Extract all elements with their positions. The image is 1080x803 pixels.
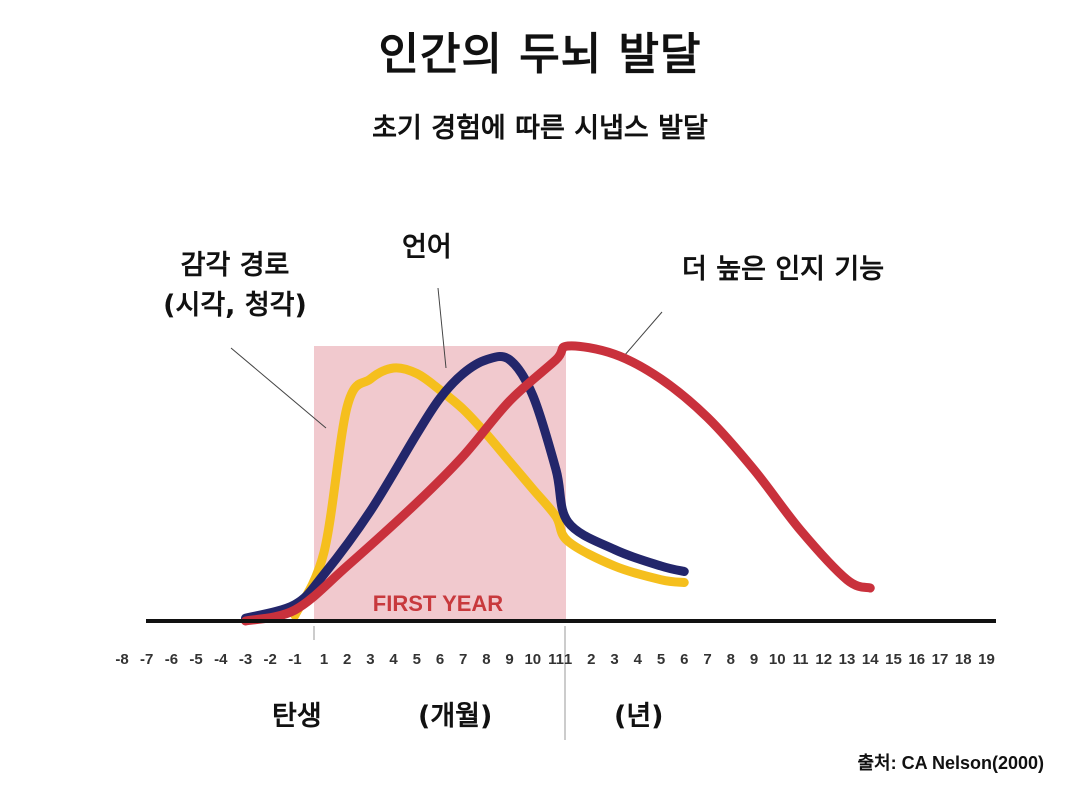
years-unit-label: (년) [614,701,664,732]
x-tick-label: -3 [239,651,252,668]
source-credit: 출처: CA Nelson(2000) [857,753,1045,773]
x-tick-label: 8 [727,651,735,668]
x-tick-label: -2 [264,651,277,668]
sensory-leader-line [230,347,327,429]
x-tick-label: 17 [932,651,949,668]
series-layer [241,341,875,626]
x-tick-label: 11 [793,651,809,668]
x-tick-label: 3 [610,651,618,668]
x-tick-label: 6 [680,651,688,668]
sensory-pathway-line [290,363,689,620]
x-tick-label: 1 [320,651,328,668]
sensory-pathway-label-line1: 감각 경로 [180,250,290,281]
language-label: 언어 [402,232,452,263]
months-unit-label: (개월) [418,701,493,732]
sensory-pathway-label-line2: (시각, 청각) [163,290,307,321]
x-tick-label: 10 [769,651,786,668]
x-tick-label: 11 [548,651,564,668]
cognitive-leader-line [623,311,663,357]
annotation-leader-lines [230,287,663,429]
x-tick-label: 19 [978,651,995,668]
page-title: 인간의 두뇌 발달 [378,29,702,80]
x-tick-label: 9 [505,651,513,668]
x-tick-label: 13 [839,651,856,668]
x-tick-label: 14 [862,651,879,668]
sensory-pathway-label: 감각 경로 (시각, 청각) [140,246,330,326]
x-tick-label: 1 [564,651,572,668]
higher-cognitive-function-label: 더 높은 인지 기능 [682,254,885,285]
x-tick-label: 3 [366,651,374,668]
x-tick-label: 10 [524,651,541,668]
period-dividers [313,626,566,740]
x-tick-label: 7 [703,651,711,668]
x-tick-label: 6 [436,651,444,668]
x-tick-label: 16 [908,651,925,668]
x-tick-label: -7 [140,651,153,668]
x-tick-label: 4 [389,651,398,668]
x-tick-label: 2 [587,651,595,668]
x-tick-label: -5 [189,651,202,668]
x-tick-label: 7 [459,651,467,668]
language-leader-line [437,287,447,369]
x-tick-label: 5 [657,651,665,668]
x-tick-label: -6 [165,651,178,668]
x-tick-label: 18 [955,651,972,668]
x-tick-label: -4 [214,651,228,668]
x-tick-label: 4 [634,651,643,668]
page-subtitle: 초기 경험에 따른 시냅스 발달 [372,113,708,144]
x-tick-label: -8 [115,651,128,668]
language-line [241,352,689,623]
x-tick-label: 12 [815,651,832,668]
x-tick-label: 5 [413,651,421,668]
x-axis-ticks: -8 -7 -6 -5 -4 -3 -2 -1 1 2 3 4 5 6 7 8 9 10 11 1 2 3 4 5 6 7 8 9 10… [115,651,995,668]
first-year-label: FIRST YEAR [373,591,504,616]
x-tick-label: 2 [343,651,351,668]
x-tick-label: 8 [482,651,490,668]
x-tick-label: 9 [750,651,758,668]
x-tick-label: -1 [288,651,301,668]
birth-label: 탄생 [272,701,322,732]
x-tick-label: 15 [885,651,902,668]
higher-cognitive-line [241,341,875,626]
